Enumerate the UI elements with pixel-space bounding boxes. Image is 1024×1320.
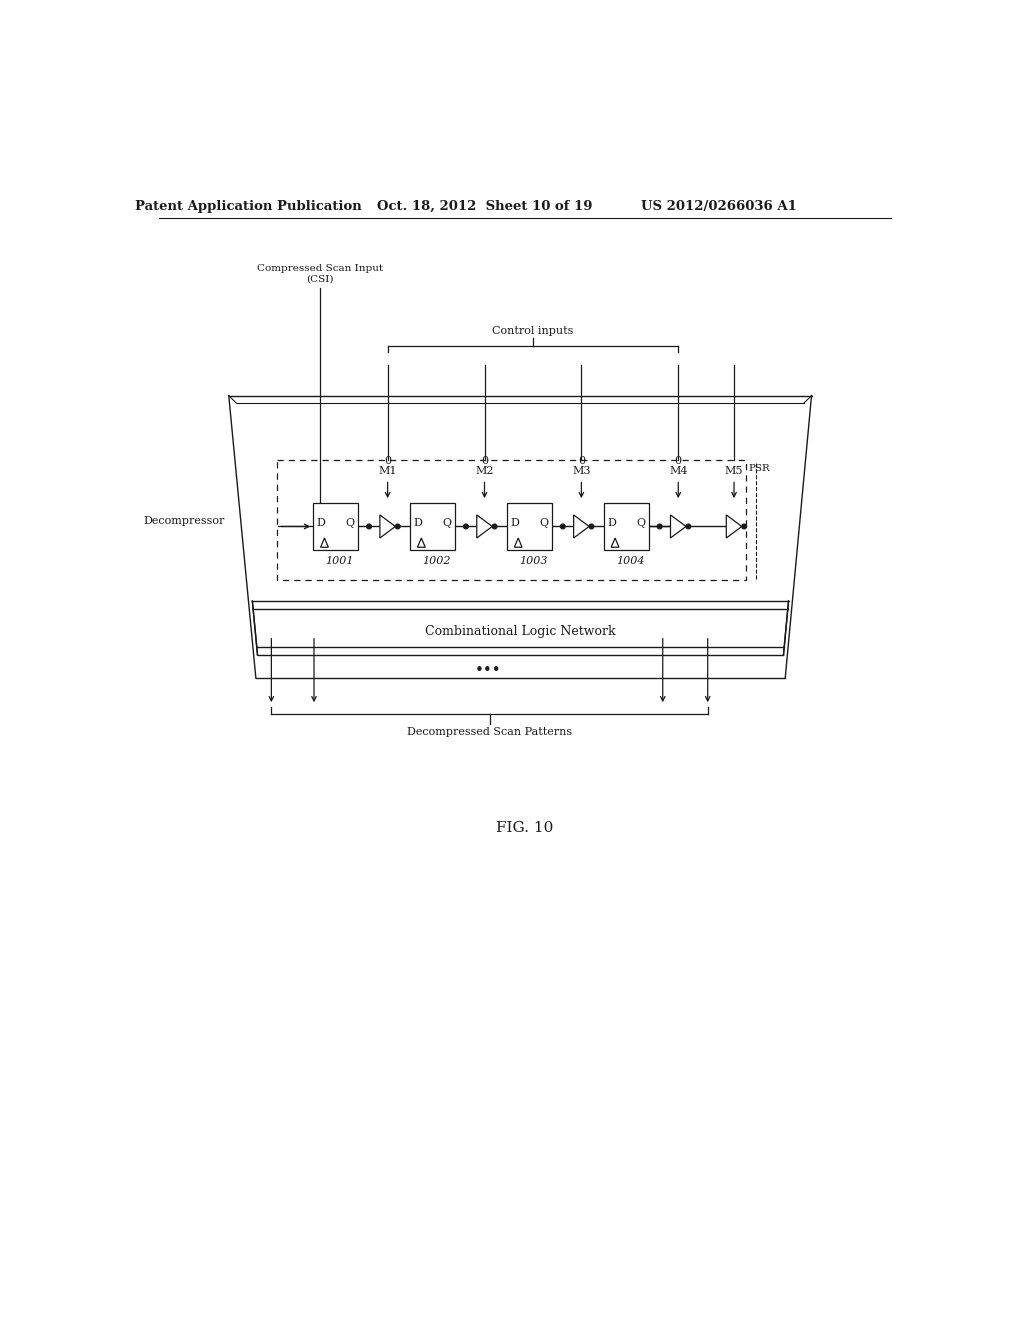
Circle shape	[589, 524, 594, 529]
Text: Oct. 18, 2012  Sheet 10 of 19: Oct. 18, 2012 Sheet 10 of 19	[377, 199, 592, 213]
Bar	[507, 503, 552, 550]
Text: 1001: 1001	[326, 557, 354, 566]
Text: •••: •••	[475, 663, 502, 678]
Text: M4: M4	[669, 466, 687, 475]
Circle shape	[657, 524, 662, 529]
Text: 0: 0	[675, 455, 682, 466]
Bar	[313, 503, 358, 550]
Bar	[276, 461, 746, 581]
Text: US 2012/0266036 A1: US 2012/0266036 A1	[641, 199, 797, 213]
Circle shape	[741, 524, 746, 529]
Text: 0: 0	[578, 455, 585, 466]
Circle shape	[464, 524, 468, 529]
Polygon shape	[477, 515, 493, 539]
Text: Combinational Logic Network: Combinational Logic Network	[425, 626, 615, 639]
Text: Q: Q	[540, 517, 549, 528]
Text: Decompressed Scan Patterns: Decompressed Scan Patterns	[407, 727, 572, 738]
Polygon shape	[380, 515, 395, 539]
Text: 1002: 1002	[422, 557, 451, 566]
Text: Q: Q	[346, 517, 355, 528]
Bar	[604, 503, 649, 550]
Text: M5: M5	[725, 466, 743, 475]
Text: Control inputs: Control inputs	[493, 326, 573, 335]
Text: 1004: 1004	[616, 557, 644, 566]
Bar	[410, 503, 455, 550]
Text: D: D	[414, 517, 422, 528]
Text: D: D	[607, 517, 616, 528]
Polygon shape	[671, 515, 686, 539]
Text: Compressed Scan Input
(CSI): Compressed Scan Input (CSI)	[257, 264, 383, 284]
Polygon shape	[573, 515, 589, 539]
Circle shape	[560, 524, 565, 529]
Text: M1: M1	[379, 466, 397, 475]
Text: D: D	[510, 517, 519, 528]
Text: FIG. 10: FIG. 10	[496, 821, 554, 836]
Circle shape	[395, 524, 400, 529]
Circle shape	[493, 524, 497, 529]
Text: PSR: PSR	[748, 465, 770, 473]
Text: Q: Q	[637, 517, 645, 528]
Text: 0: 0	[384, 455, 391, 466]
Circle shape	[367, 524, 372, 529]
Text: 1003: 1003	[519, 557, 548, 566]
Text: Q: Q	[442, 517, 452, 528]
Text: M2: M2	[475, 466, 494, 475]
Text: M3: M3	[572, 466, 591, 475]
Text: 0: 0	[481, 455, 488, 466]
Text: Patent Application Publication: Patent Application Publication	[135, 199, 361, 213]
Polygon shape	[726, 515, 741, 539]
Text: D: D	[316, 517, 326, 528]
Text: Decompressor: Decompressor	[143, 516, 225, 527]
Circle shape	[686, 524, 690, 529]
